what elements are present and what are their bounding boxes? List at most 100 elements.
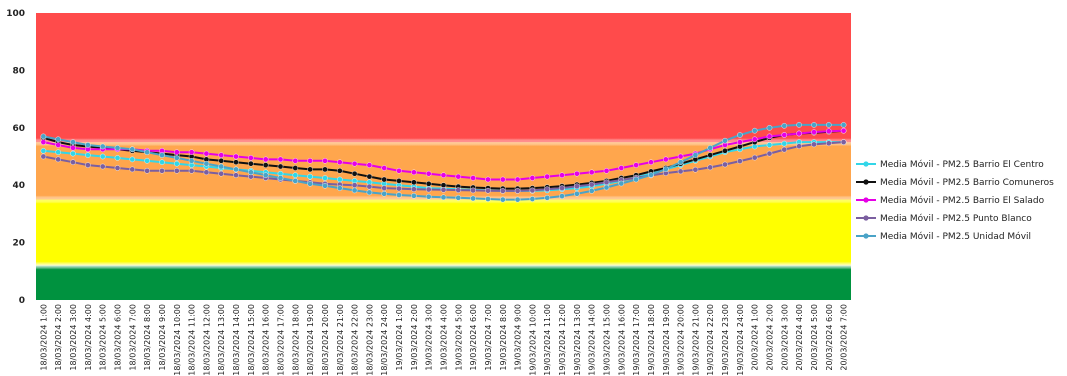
x-tick-label: 19/03/2024 22:00 (706, 304, 715, 376)
data-point (188, 167, 195, 174)
legend-item: Media Móvil - PM2.5 Barrio El Centro (856, 159, 1044, 170)
data-point (470, 187, 476, 194)
data-point (529, 187, 536, 194)
x-tick-label: 18/03/2024 7:00 (128, 304, 137, 371)
data-point (114, 155, 121, 161)
legend-label: Media Móvil - PM2.5 Unidad Móvil (880, 231, 1031, 242)
x-tick-label: 18/03/2024 24:00 (380, 304, 389, 376)
data-point (499, 176, 506, 183)
legend-label: Media Móvil - PM2.5 Punto Blanco (880, 213, 1032, 224)
data-point (440, 194, 447, 201)
data-point (425, 186, 432, 193)
x-tick-label: 18/03/2024 19:00 (306, 304, 315, 376)
y-tick-label: 100 (6, 9, 25, 19)
data-point (411, 169, 417, 176)
x-tick-label: 20/03/2024 4:00 (795, 304, 804, 371)
data-point (781, 123, 788, 129)
x-tick-label: 19/03/2024 21:00 (691, 304, 700, 376)
y-tick-label: 20 (12, 239, 25, 249)
y-tick-label: 40 (12, 181, 25, 191)
series-3 (40, 139, 847, 194)
data-point (737, 139, 743, 145)
data-point (233, 166, 239, 173)
data-point (470, 195, 476, 202)
data-point (248, 160, 254, 167)
series-4 (40, 122, 847, 203)
data-point (840, 122, 847, 128)
data-point (663, 166, 669, 172)
data-point (396, 192, 402, 198)
data-point (663, 156, 669, 163)
x-tick-label: 19/03/2024 7:00 (484, 304, 493, 371)
data-point (248, 169, 254, 176)
data-point (70, 139, 76, 145)
data-point (129, 166, 136, 173)
data-point (322, 182, 328, 189)
legend: Media Móvil - PM2.5 Barrio El Centro Medi… (856, 159, 1054, 242)
data-point (411, 186, 417, 192)
x-tick-label: 19/03/2024 12:00 (558, 304, 567, 376)
x-tick-label: 19/03/2024 10:00 (528, 304, 537, 376)
data-point (351, 182, 358, 188)
data-point (99, 153, 106, 160)
data-point (470, 175, 476, 181)
data-point (796, 122, 802, 128)
data-point (826, 140, 832, 147)
data-point (70, 159, 76, 165)
x-tick-label: 19/03/2024 5:00 (454, 304, 463, 371)
data-point (648, 159, 654, 165)
x-tick-label: 18/03/2024 5:00 (99, 304, 108, 371)
x-tick-label: 18/03/2024 20:00 (321, 304, 330, 376)
data-point (529, 196, 536, 202)
x-tick-label: 19/03/2024 6:00 (469, 304, 478, 371)
data-point (277, 175, 284, 181)
data-point (159, 152, 165, 158)
data-point (677, 159, 684, 165)
data-point (203, 150, 210, 157)
data-point (603, 184, 610, 191)
data-point (485, 187, 491, 194)
data-point (737, 132, 743, 138)
x-tick-label: 20/03/2024 5:00 (810, 304, 819, 371)
x-tick-label: 18/03/2024 16:00 (262, 304, 271, 376)
legend-swatch-marker (863, 233, 869, 239)
data-point (336, 167, 343, 174)
x-tick-label: 18/03/2024 21:00 (336, 304, 345, 376)
data-point (707, 164, 714, 171)
data-point (233, 159, 239, 165)
y-tick-label: 60 (12, 124, 25, 134)
data-point (811, 141, 817, 148)
data-point (766, 150, 773, 157)
data-point (722, 147, 728, 154)
data-point (396, 185, 402, 192)
data-point (307, 157, 313, 164)
legend-label: Media Móvil - PM2.5 Barrio El Centro (880, 159, 1044, 170)
data-point (618, 165, 625, 171)
data-point (307, 166, 313, 173)
data-point (366, 173, 373, 180)
data-point (781, 132, 788, 138)
series-layer (40, 122, 847, 203)
data-point (40, 133, 47, 140)
data-point (233, 153, 239, 160)
band-3 (36, 13, 851, 143)
x-tick-label: 18/03/2024 6:00 (114, 304, 123, 371)
x-tick-label: 18/03/2024 8:00 (143, 304, 152, 371)
data-point (55, 136, 62, 143)
data-point (633, 162, 639, 168)
data-point (218, 163, 224, 170)
data-point (440, 172, 447, 178)
data-point (603, 179, 610, 186)
data-point (366, 162, 373, 168)
data-point (440, 186, 447, 193)
data-point (307, 180, 313, 187)
x-tick-label: 19/03/2024 18:00 (647, 304, 656, 376)
data-point (722, 137, 728, 144)
data-point (559, 185, 565, 191)
data-point (499, 188, 506, 194)
data-point (55, 149, 62, 155)
legend-label: Media Móvil - PM2.5 Barrio Comuneros (880, 177, 1054, 188)
x-tick-label: 18/03/2024 10:00 (173, 304, 182, 376)
data-point (262, 172, 269, 178)
x-tick-label: 18/03/2024 18:00 (291, 304, 300, 376)
